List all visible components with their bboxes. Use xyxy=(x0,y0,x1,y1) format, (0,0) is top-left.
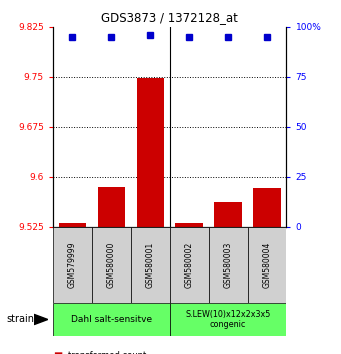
Text: GSM580003: GSM580003 xyxy=(224,241,233,288)
Text: ■: ■ xyxy=(53,351,62,354)
Bar xyxy=(59,223,86,227)
Bar xyxy=(92,227,131,303)
Text: GSM580002: GSM580002 xyxy=(184,241,194,288)
Bar xyxy=(131,227,170,303)
Bar xyxy=(214,202,242,227)
Text: transformed count: transformed count xyxy=(68,351,146,354)
Text: Dahl salt-sensitve: Dahl salt-sensitve xyxy=(71,315,152,324)
Bar xyxy=(53,303,170,336)
Bar xyxy=(98,187,125,227)
Bar xyxy=(170,303,286,336)
Bar xyxy=(170,227,209,303)
Polygon shape xyxy=(34,314,48,325)
Text: S.LEW(10)x12x2x3x5
congenic: S.LEW(10)x12x2x3x5 congenic xyxy=(186,310,271,329)
Text: GSM580000: GSM580000 xyxy=(107,241,116,288)
Text: GSM580004: GSM580004 xyxy=(263,241,271,288)
Text: GSM579999: GSM579999 xyxy=(68,241,77,288)
Bar xyxy=(253,188,281,227)
Text: strain: strain xyxy=(7,314,35,325)
Bar xyxy=(176,223,203,227)
Text: GSM580001: GSM580001 xyxy=(146,241,155,288)
Title: GDS3873 / 1372128_at: GDS3873 / 1372128_at xyxy=(101,11,238,24)
Bar xyxy=(53,227,92,303)
Bar xyxy=(248,227,286,303)
Bar xyxy=(209,227,248,303)
Bar xyxy=(136,78,164,227)
